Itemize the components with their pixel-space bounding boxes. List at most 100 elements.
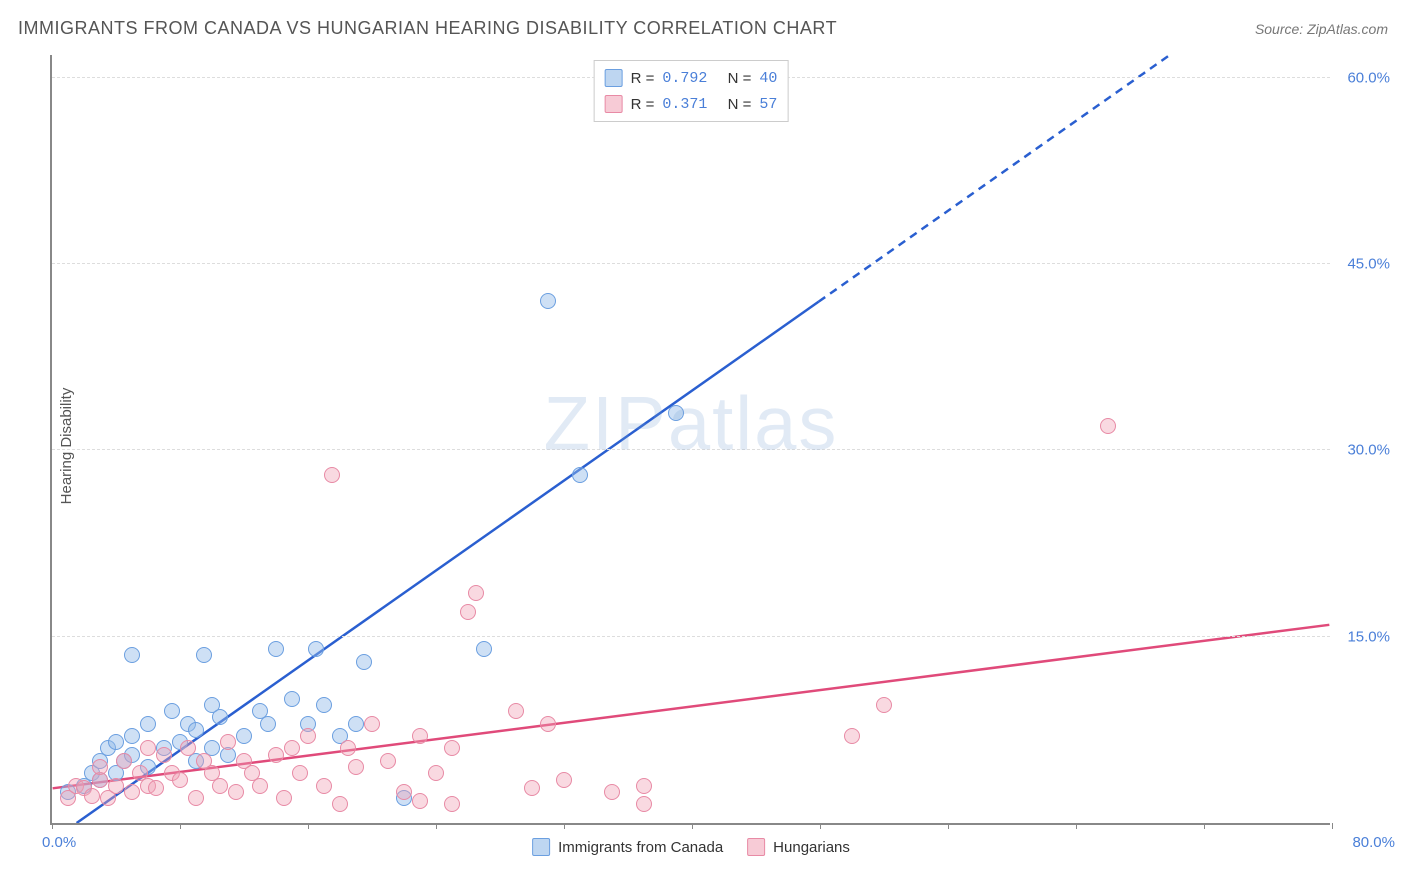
source-value: ZipAtlas.com xyxy=(1307,21,1388,37)
r-label: R = xyxy=(631,70,655,87)
trend-lines-layer xyxy=(52,55,1330,823)
data-point xyxy=(380,753,396,769)
legend-row-s1: R = 0.792 N = 40 xyxy=(605,65,778,91)
data-point xyxy=(284,740,300,756)
data-point xyxy=(460,604,476,620)
data-point xyxy=(340,740,356,756)
data-point xyxy=(556,772,572,788)
data-point xyxy=(316,778,332,794)
data-point xyxy=(540,716,556,732)
data-point xyxy=(444,796,460,812)
data-point xyxy=(356,654,372,670)
data-point xyxy=(188,790,204,806)
r-label: R = xyxy=(631,96,655,113)
data-point xyxy=(444,740,460,756)
x-tick xyxy=(564,823,565,829)
x-tick xyxy=(308,823,309,829)
legend-item-s2: Hungarians xyxy=(747,838,850,856)
data-point xyxy=(180,740,196,756)
source-label: Source: xyxy=(1255,21,1307,37)
n-value-s2: 57 xyxy=(759,96,777,113)
gridline-h xyxy=(52,263,1330,264)
data-point xyxy=(604,784,620,800)
swatch-s2-icon xyxy=(747,838,765,856)
data-point xyxy=(412,793,428,809)
n-label: N = xyxy=(728,96,752,113)
x-axis-min-label: 0.0% xyxy=(42,834,76,851)
swatch-s1-icon xyxy=(605,69,623,87)
legend-item-s1: Immigrants from Canada xyxy=(532,838,723,856)
x-tick xyxy=(692,823,693,829)
x-tick xyxy=(1076,823,1077,829)
data-point xyxy=(324,467,340,483)
r-value-s2: 0.371 xyxy=(662,96,707,113)
data-point xyxy=(348,716,364,732)
data-point xyxy=(92,759,108,775)
x-tick xyxy=(1204,823,1205,829)
data-point xyxy=(228,784,244,800)
data-point xyxy=(1100,418,1116,434)
legend-correlation-box: R = 0.792 N = 40 R = 0.371 N = 57 xyxy=(594,60,789,122)
x-tick xyxy=(820,823,821,829)
data-point xyxy=(116,753,132,769)
data-point xyxy=(212,778,228,794)
y-tick-label: 45.0% xyxy=(1335,256,1390,273)
data-point xyxy=(876,697,892,713)
watermark-atlas: atlas xyxy=(668,381,839,466)
x-tick xyxy=(52,823,53,829)
data-point xyxy=(172,772,188,788)
data-point xyxy=(636,778,652,794)
data-point xyxy=(300,728,316,744)
r-value-s1: 0.792 xyxy=(662,70,707,87)
data-point xyxy=(844,728,860,744)
n-label: N = xyxy=(728,70,752,87)
data-point xyxy=(292,765,308,781)
data-point xyxy=(468,585,484,601)
data-point xyxy=(308,641,324,657)
data-point xyxy=(140,716,156,732)
data-point xyxy=(220,734,236,750)
data-point xyxy=(396,784,412,800)
data-point xyxy=(196,647,212,663)
legend-series: Immigrants from Canada Hungarians xyxy=(532,838,850,856)
data-point xyxy=(188,722,204,738)
data-point xyxy=(348,759,364,775)
swatch-s2-icon xyxy=(605,95,623,113)
watermark: ZIPatlas xyxy=(544,380,839,467)
chart-title: IMMIGRANTS FROM CANADA VS HUNGARIAN HEAR… xyxy=(18,18,837,39)
data-point xyxy=(212,709,228,725)
data-point xyxy=(164,703,180,719)
gridline-h xyxy=(52,636,1330,637)
data-point xyxy=(540,293,556,309)
n-value-s1: 40 xyxy=(759,70,777,87)
data-point xyxy=(252,778,268,794)
x-tick xyxy=(948,823,949,829)
y-tick-label: 60.0% xyxy=(1335,69,1390,86)
y-tick-label: 15.0% xyxy=(1335,628,1390,645)
data-point xyxy=(148,780,164,796)
x-axis-max-label: 80.0% xyxy=(1352,834,1395,851)
x-tick xyxy=(1332,823,1333,829)
header-row: IMMIGRANTS FROM CANADA VS HUNGARIAN HEAR… xyxy=(18,18,1388,39)
data-point xyxy=(508,703,524,719)
data-point xyxy=(284,691,300,707)
data-point xyxy=(276,790,292,806)
x-tick xyxy=(436,823,437,829)
data-point xyxy=(572,467,588,483)
gridline-h xyxy=(52,449,1330,450)
data-point xyxy=(668,405,684,421)
watermark-zip: ZIP xyxy=(544,381,668,466)
source-attribution: Source: ZipAtlas.com xyxy=(1255,21,1388,37)
data-point xyxy=(268,641,284,657)
data-point xyxy=(476,641,492,657)
legend-label-s2: Hungarians xyxy=(773,839,850,856)
data-point xyxy=(332,796,348,812)
trend-line-dashed xyxy=(819,55,1170,302)
legend-row-s2: R = 0.371 N = 57 xyxy=(605,91,778,117)
data-point xyxy=(108,734,124,750)
data-point xyxy=(268,747,284,763)
data-point xyxy=(236,728,252,744)
data-point xyxy=(124,784,140,800)
swatch-s1-icon xyxy=(532,838,550,856)
data-point xyxy=(140,740,156,756)
